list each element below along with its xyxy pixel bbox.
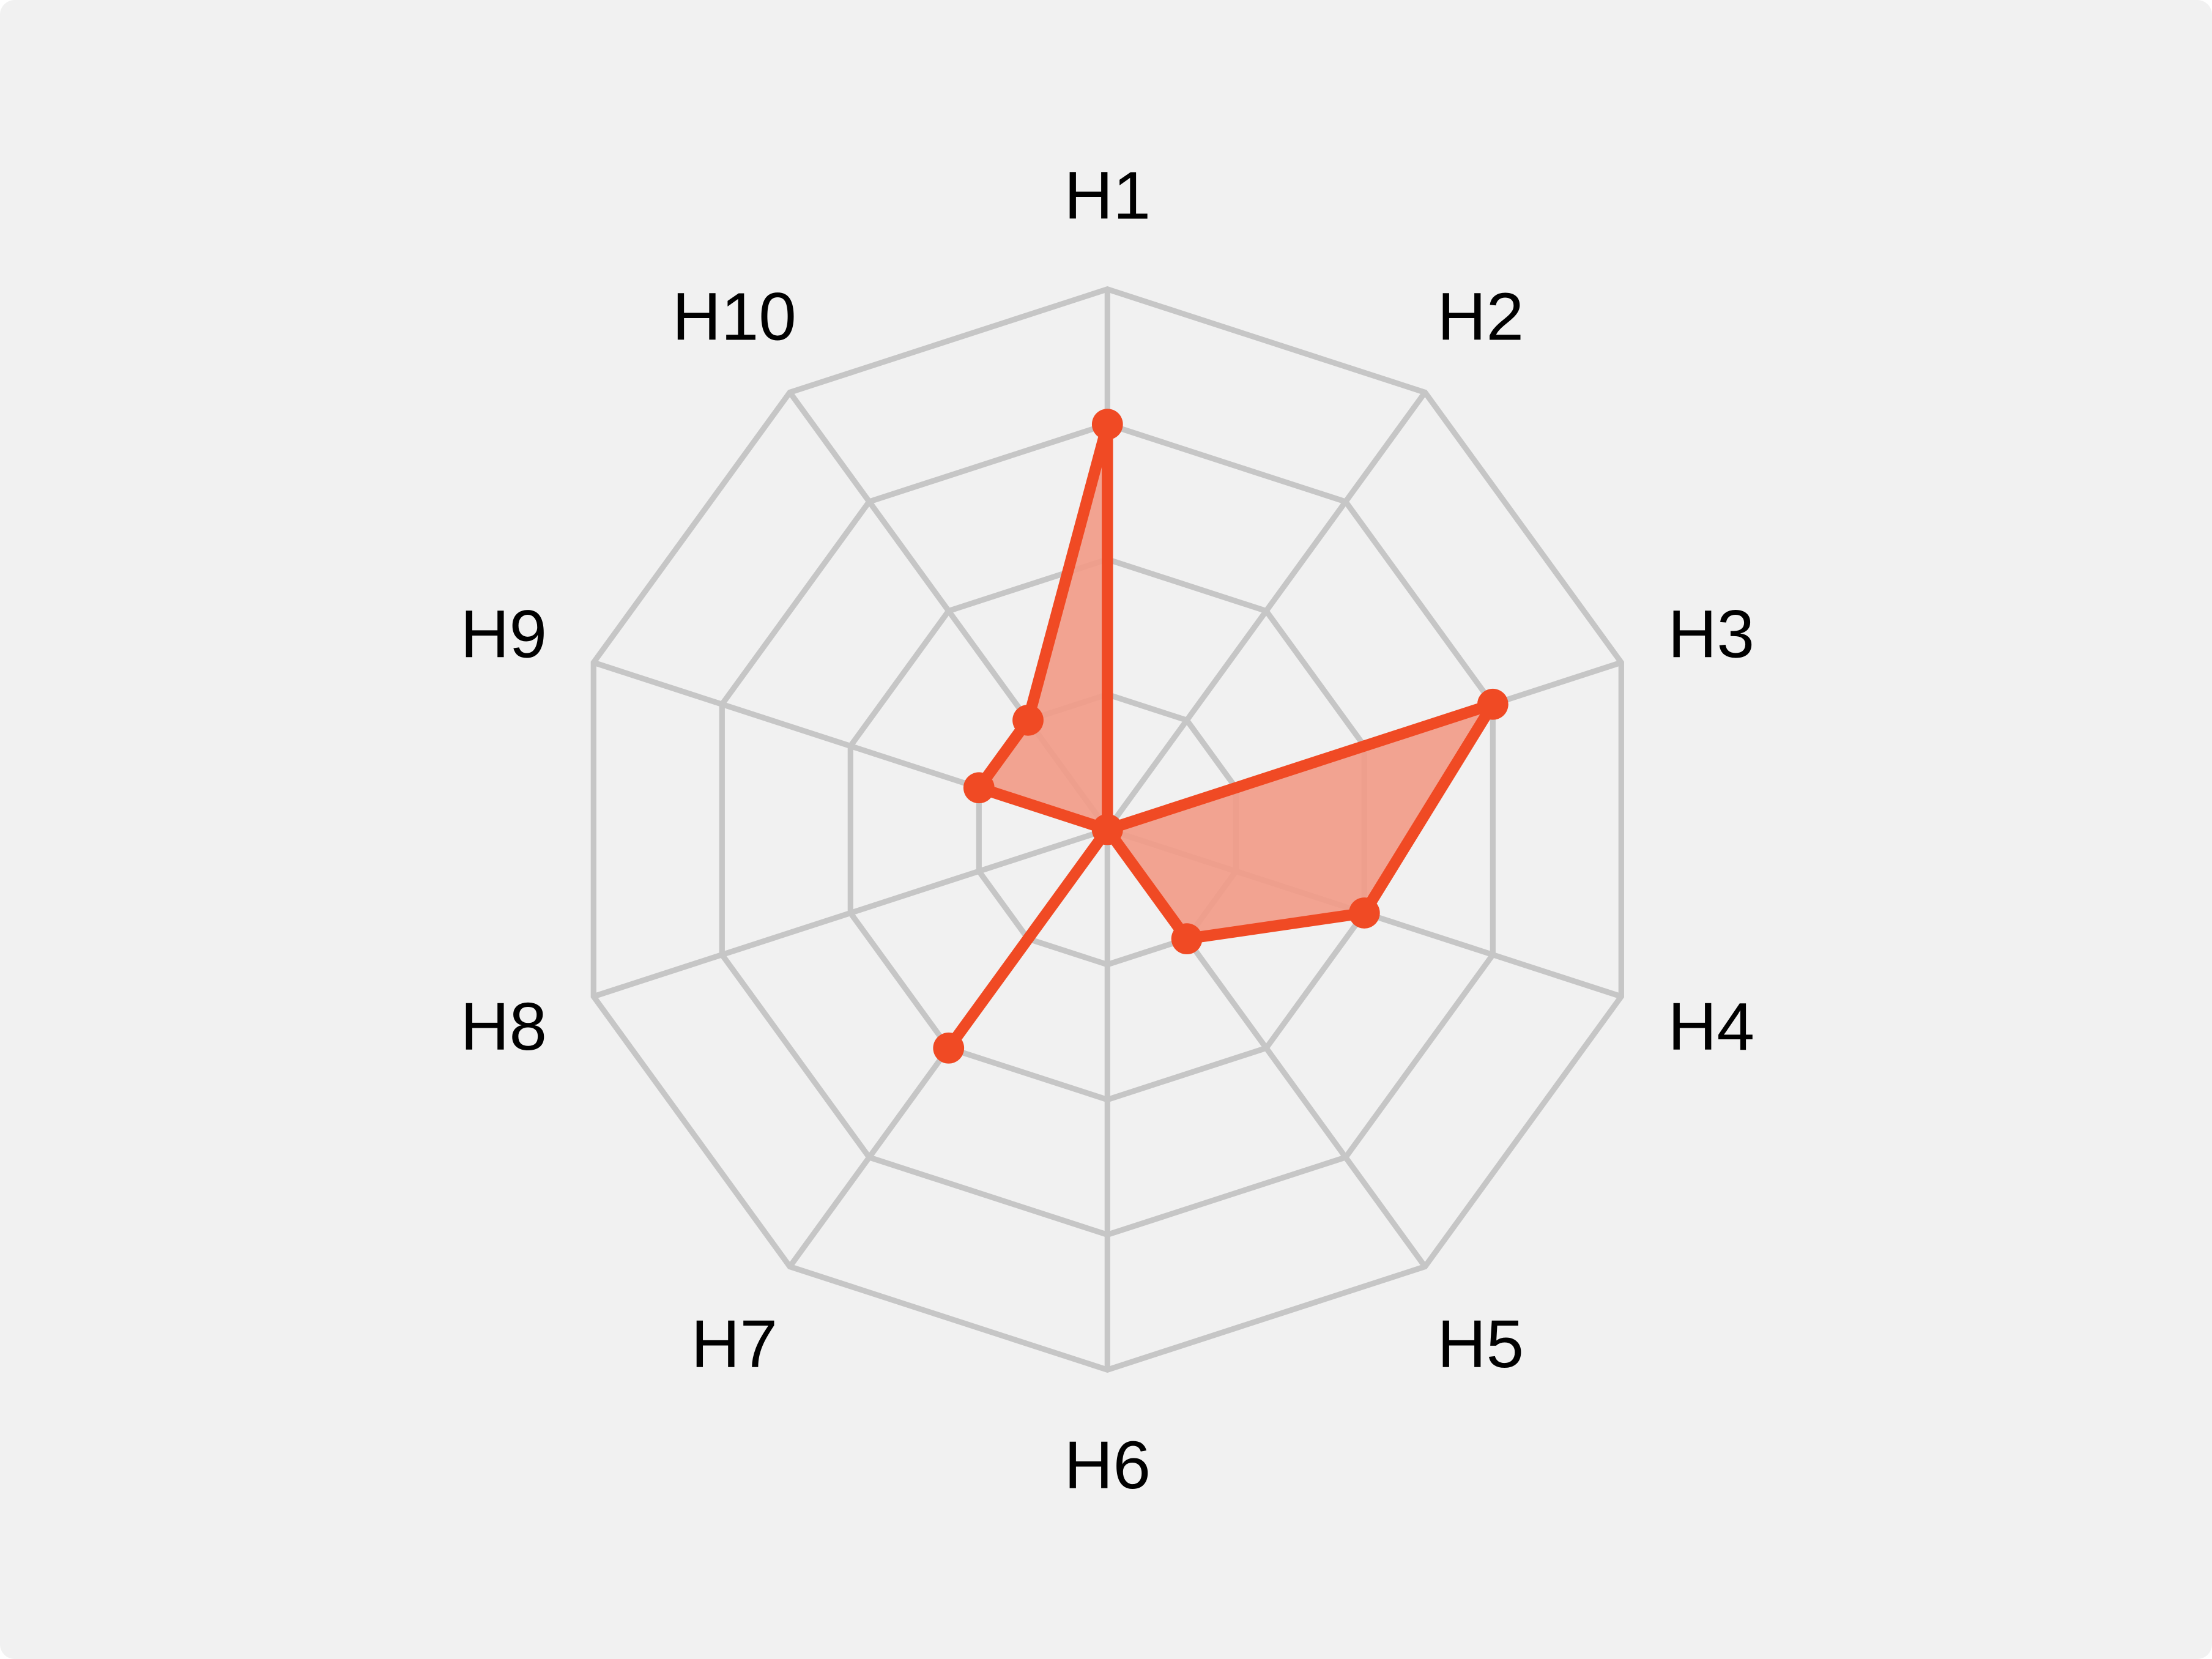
axis-label: H6 [1064, 1428, 1151, 1503]
axis-label: H5 [1438, 1307, 1524, 1382]
data-point [1091, 814, 1123, 845]
data-point [963, 772, 995, 804]
data-point [1012, 704, 1044, 736]
axis-label: H10 [672, 280, 796, 355]
axis-label: H9 [461, 597, 547, 672]
data-point [1348, 897, 1380, 929]
data-point [1477, 688, 1509, 720]
grid-spoke [1105, 390, 1428, 831]
data-point [1091, 409, 1123, 440]
axis-label: H7 [691, 1307, 778, 1382]
axis-labels: H1 H2 H3 H4 H5 H6 H7 H8 H9 H10 [461, 158, 1754, 1503]
grid-spoke [592, 826, 1108, 1000]
series [933, 409, 1509, 1064]
axis-label: H2 [1438, 280, 1524, 355]
axis-label: H3 [1668, 597, 1755, 672]
data-point [1171, 923, 1203, 955]
axis-label: H1 [1064, 158, 1151, 233]
axis-label: H4 [1668, 989, 1755, 1064]
axis-label: H8 [461, 989, 547, 1064]
data-point [933, 1032, 965, 1064]
series-area [948, 424, 1493, 1048]
